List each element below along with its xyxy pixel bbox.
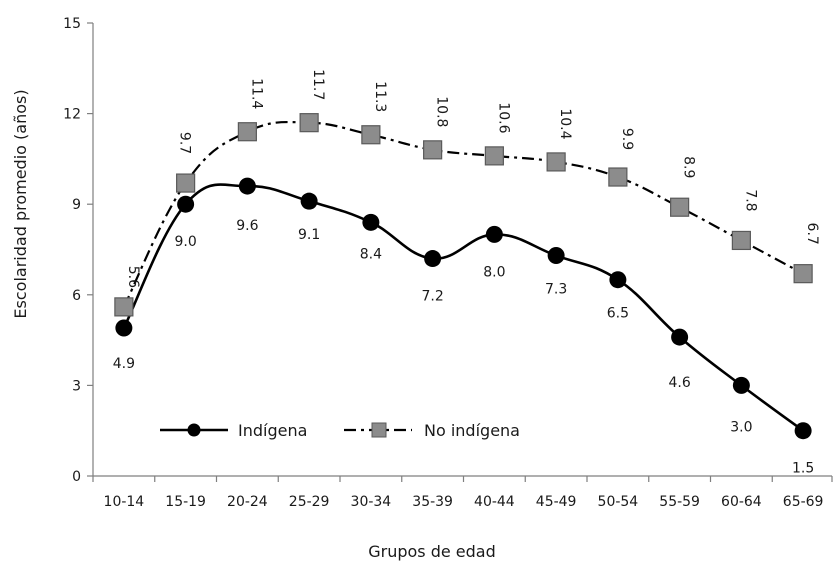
point-no-indigena bbox=[361, 125, 381, 145]
x-tick-label: 15-19 bbox=[165, 494, 206, 510]
data-label-no-indigena: 11.3 bbox=[372, 81, 388, 112]
data-label-no-indigena: 8.9 bbox=[681, 156, 697, 178]
data-label-no-indigena: 9.7 bbox=[177, 132, 193, 154]
y-tick-label: 3 bbox=[72, 378, 81, 394]
x-tick-label: 20-24 bbox=[227, 494, 268, 510]
point-no-indigena bbox=[484, 146, 504, 166]
data-label-indigena: 8.4 bbox=[360, 246, 382, 262]
point-no-indigena bbox=[114, 297, 134, 317]
y-tick-label: 12 bbox=[63, 107, 81, 123]
data-label-indigena: 3.0 bbox=[730, 419, 752, 435]
point-indigena bbox=[115, 319, 133, 337]
legend-marker-indigena bbox=[187, 423, 201, 437]
x-tick-label: 25-29 bbox=[289, 494, 330, 510]
y-tick-label: 15 bbox=[63, 16, 81, 32]
x-tick-label: 55-59 bbox=[659, 494, 700, 510]
x-tick-label: 60-64 bbox=[721, 494, 762, 510]
point-no-indigena bbox=[423, 140, 443, 160]
data-label-indigena: 8.0 bbox=[483, 264, 505, 280]
x-tick-label: 30-34 bbox=[351, 494, 392, 510]
data-label-no-indigena: 5.6 bbox=[125, 266, 141, 288]
data-label-no-indigena: 10.4 bbox=[557, 108, 573, 139]
point-no-indigena bbox=[670, 197, 690, 217]
point-indigena bbox=[362, 213, 380, 231]
data-label-indigena: 9.6 bbox=[236, 218, 258, 234]
y-tick-label: 6 bbox=[72, 288, 81, 304]
point-indigena bbox=[177, 195, 195, 213]
point-indigena bbox=[547, 247, 565, 265]
data-label-no-indigena: 7.8 bbox=[742, 189, 758, 211]
data-label-no-indigena: 9.9 bbox=[619, 128, 635, 150]
point-indigena bbox=[609, 271, 627, 289]
data-label-indigena: 4.6 bbox=[668, 375, 690, 391]
point-indigena bbox=[238, 177, 256, 195]
data-label-indigena: 9.0 bbox=[174, 234, 196, 250]
data-label-indigena: 1.5 bbox=[792, 461, 814, 477]
data-label-indigena: 6.5 bbox=[607, 306, 629, 322]
legend-label-indigena: Indígena bbox=[238, 421, 307, 440]
legend-marker-no-indigena bbox=[371, 422, 387, 438]
x-tick-label: 10-14 bbox=[104, 494, 145, 510]
point-no-indigena bbox=[731, 230, 751, 251]
y-tick-label: 0 bbox=[72, 469, 81, 485]
axes: 0 3 6 9 12 15 10-14 15-19 20-24 25-29 30-34 35-39 40… bbox=[63, 16, 833, 510]
x-tick-label: 50-54 bbox=[598, 494, 639, 510]
point-no-indigena bbox=[176, 173, 196, 193]
point-no-indigena bbox=[299, 113, 319, 133]
data-label-no-indigena: 10.6 bbox=[495, 102, 511, 133]
data-label-no-indigena: 11.7 bbox=[310, 69, 326, 100]
point-no-indigena bbox=[237, 122, 257, 142]
point-no-indigena bbox=[546, 152, 566, 172]
point-indigena bbox=[300, 192, 318, 210]
legend-label-no-indigena: No indígena bbox=[424, 421, 520, 440]
x-tick-label: 45-49 bbox=[536, 494, 577, 510]
x-tick-label: 40-44 bbox=[474, 494, 515, 510]
point-indigena bbox=[424, 250, 442, 268]
data-label-indigena: 9.1 bbox=[298, 227, 320, 243]
data-label-indigena: 7.2 bbox=[421, 289, 443, 305]
series-line-no-indigena bbox=[122, 120, 804, 308]
point-indigena bbox=[794, 422, 812, 440]
legend: Indígena No indígena bbox=[160, 421, 520, 440]
point-indigena bbox=[732, 376, 750, 394]
x-axis-title: Grupos de edad bbox=[368, 542, 496, 561]
x-tick-label: 35-39 bbox=[412, 494, 453, 510]
data-label-no-indigena: 6.7 bbox=[804, 223, 820, 245]
data-label-indigena: 4.9 bbox=[113, 356, 135, 372]
y-axis-title: Escolaridad promedio (años) bbox=[11, 89, 30, 318]
x-tick-label: 65-69 bbox=[783, 494, 824, 510]
data-label-no-indigena: 10.8 bbox=[434, 96, 450, 127]
point-no-indigena bbox=[608, 167, 628, 187]
point-indigena bbox=[485, 225, 503, 243]
data-label-no-indigena: 11.4 bbox=[248, 78, 264, 109]
y-tick-label: 9 bbox=[72, 197, 81, 213]
point-no-indigena bbox=[793, 264, 813, 284]
data-label-indigena: 7.3 bbox=[545, 282, 567, 298]
series-layer bbox=[114, 113, 813, 440]
series-line-indigena bbox=[122, 183, 804, 432]
data-labels: 4.9 9.0 9.6 9.1 8.4 7.2 8.0 7.3 6.5 4.6 3.0 1.5 5.6 9… bbox=[113, 69, 820, 477]
point-indigena bbox=[671, 328, 689, 346]
